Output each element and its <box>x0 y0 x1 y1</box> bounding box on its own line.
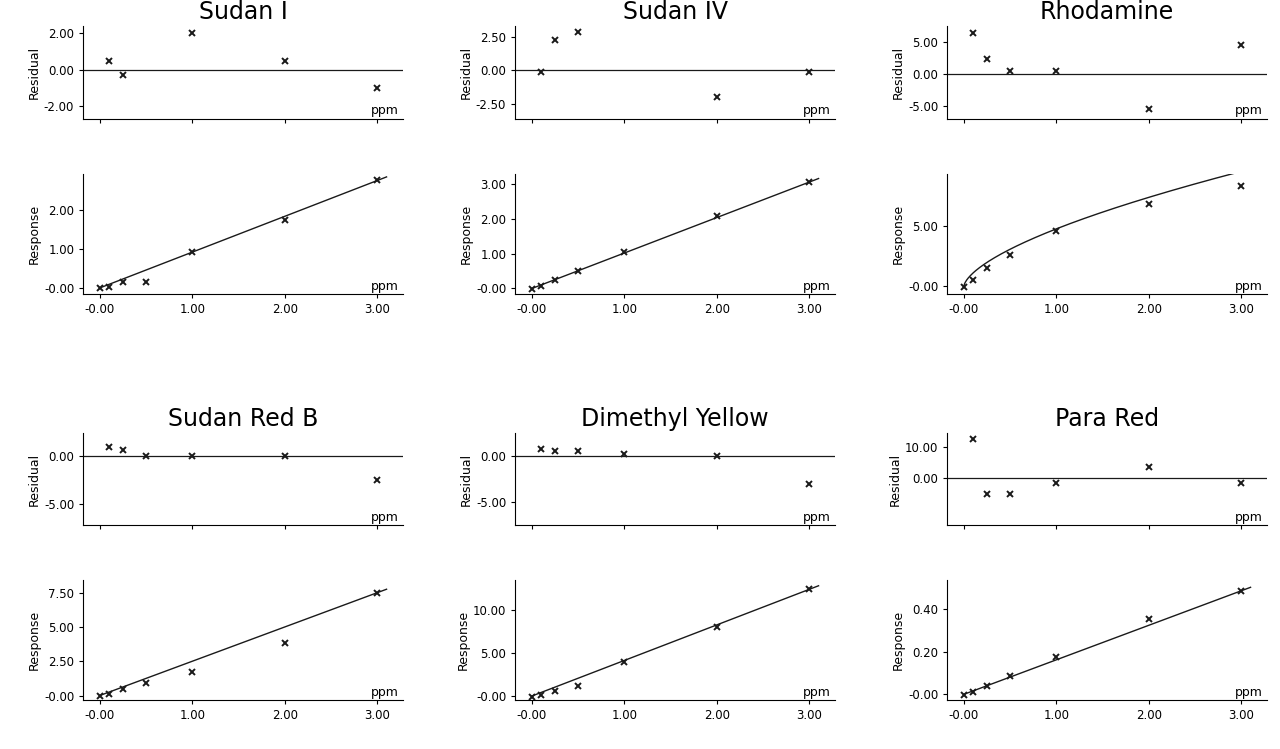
Y-axis label: Response: Response <box>457 610 470 670</box>
Text: ppm: ppm <box>803 511 831 524</box>
Y-axis label: Residual: Residual <box>890 452 902 506</box>
Y-axis label: Residual: Residual <box>28 452 41 506</box>
Title: Dimethyl Yellow: Dimethyl Yellow <box>581 407 769 431</box>
Text: ppm: ppm <box>1235 686 1262 699</box>
Text: ppm: ppm <box>371 686 398 699</box>
Text: ppm: ppm <box>1235 279 1262 293</box>
Y-axis label: Response: Response <box>460 204 474 264</box>
Text: ppm: ppm <box>371 279 398 293</box>
Title: Sudan IV: Sudan IV <box>622 0 728 24</box>
Y-axis label: Residual: Residual <box>460 452 474 506</box>
Y-axis label: Residual: Residual <box>28 46 41 99</box>
Y-axis label: Residual: Residual <box>460 46 474 99</box>
Y-axis label: Response: Response <box>28 610 41 670</box>
Title: Sudan I: Sudan I <box>198 0 288 24</box>
Y-axis label: Response: Response <box>892 204 905 264</box>
Text: ppm: ppm <box>803 279 831 293</box>
Text: ppm: ppm <box>371 511 398 524</box>
Y-axis label: Response: Response <box>28 204 41 264</box>
Text: ppm: ppm <box>1235 511 1262 524</box>
Title: Sudan Red B: Sudan Red B <box>168 407 319 431</box>
Text: ppm: ppm <box>1235 104 1262 117</box>
Y-axis label: Residual: Residual <box>892 46 905 99</box>
Title: Para Red: Para Red <box>1055 407 1160 431</box>
Text: ppm: ppm <box>803 686 831 699</box>
Y-axis label: Response: Response <box>892 610 905 670</box>
Text: ppm: ppm <box>371 104 398 117</box>
Title: Rhodamine: Rhodamine <box>1041 0 1174 24</box>
Text: ppm: ppm <box>803 104 831 117</box>
